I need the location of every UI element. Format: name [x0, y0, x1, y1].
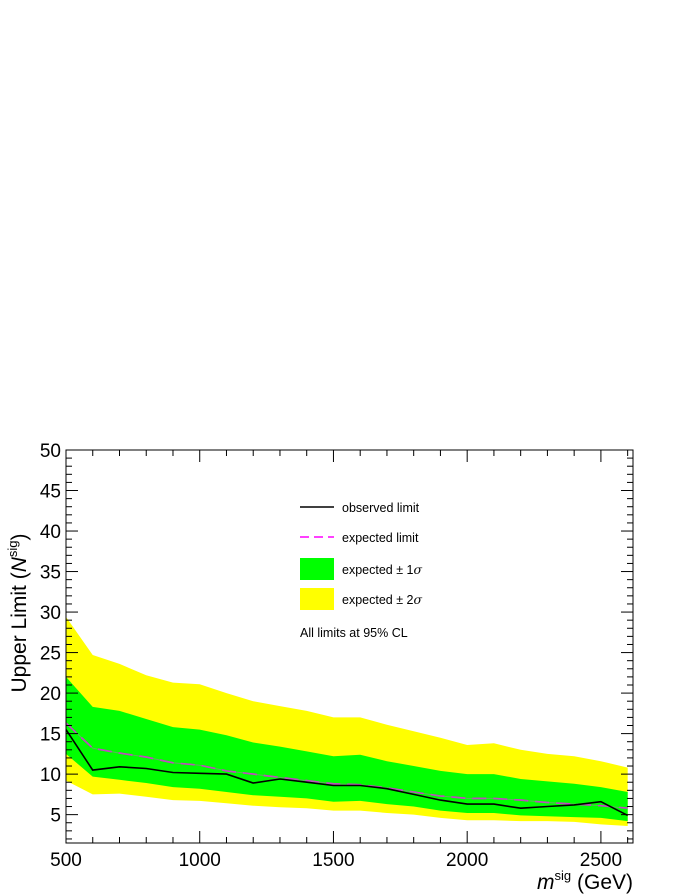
legend-swatch-band2 [300, 588, 334, 610]
expected-limit-line-overlay [65, 722, 628, 809]
uncertainty-bands [66, 616, 628, 826]
observed-limit-line [65, 729, 629, 817]
y-tick-label: 35 [40, 563, 61, 584]
legend-swatch-band1 [300, 558, 334, 580]
legend: observed limit expected limit expected ±… [300, 501, 423, 640]
legend-label-band2-sigma: σ [414, 592, 423, 607]
x-tick-label: 2000 [446, 850, 488, 871]
band1-band [66, 676, 628, 822]
y-axis-title: Upper Limit (Nsig) [5, 534, 31, 693]
y-tick-label: 40 [40, 522, 61, 543]
legend-label-band1-text: expected ± 1 [342, 563, 414, 577]
y-axis-title-variable: N [8, 556, 31, 572]
y-tick-label: 45 [40, 482, 61, 503]
legend-label-band2-text: expected ± 2 [342, 593, 414, 607]
x-tick-label: 1000 [179, 850, 221, 871]
legend-label-band1-sigma: σ [414, 562, 423, 577]
y-tick-label: 5 [50, 806, 61, 827]
x-axis-title-unit: (GeV) [571, 871, 633, 894]
x-tick-label: 500 [50, 850, 82, 871]
x-axis-title-variable: m [537, 871, 555, 894]
y-tick-label: 30 [40, 603, 61, 624]
y-tick-label: 15 [40, 725, 61, 746]
plot-frame [65, 449, 634, 844]
legend-label-band1: expected ± 1σ [342, 562, 423, 577]
x-axis-title: msig (GeV) [537, 868, 633, 894]
y-tick-label: 10 [40, 765, 61, 786]
legend-label-expected: expected limit [342, 531, 419, 545]
x-tick-label: 1500 [312, 850, 354, 871]
tick-labels: 500 1000 1500 2000 2500 5 10 15 20 25 30 35 40 45 50 [40, 441, 622, 871]
cl-annotation: All limits at 95% CL [300, 626, 408, 640]
x-tick-label: 2500 [580, 850, 622, 871]
y-axis-title-suffix: ) [8, 534, 31, 541]
axis-ticks [65, 449, 633, 843]
y-axis-title-prefix: Upper Limit ( [8, 572, 31, 692]
y-tick-label: 20 [40, 684, 61, 705]
legend-label-band2: expected ± 2σ [342, 592, 423, 607]
y-axis-title-superscript: sig [5, 541, 20, 558]
y-tick-label: 25 [40, 644, 61, 665]
legend-label-observed: observed limit [342, 501, 420, 515]
y-tick-label: 50 [40, 441, 61, 462]
limit-lines [65, 722, 629, 817]
x-axis-title-superscript: sig [555, 868, 572, 883]
